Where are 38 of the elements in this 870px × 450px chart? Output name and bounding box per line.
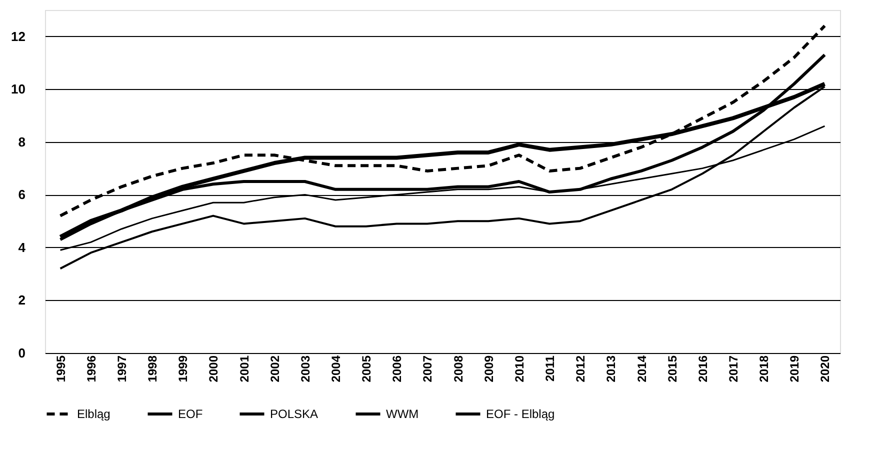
legend-label: WWM bbox=[386, 407, 419, 421]
x-tick-label: 2002 bbox=[268, 355, 282, 382]
x-tick-label: 2006 bbox=[390, 355, 404, 382]
x-tick-label: 2009 bbox=[482, 355, 496, 382]
x-tick-label: 2016 bbox=[696, 355, 710, 382]
x-tick-label: 2020 bbox=[818, 355, 832, 382]
x-tick-label: 2003 bbox=[298, 355, 312, 382]
y-tick-label: 0 bbox=[18, 346, 26, 360]
x-tick-label: 1995 bbox=[54, 355, 68, 382]
legend-label: EOF bbox=[178, 407, 203, 421]
y-tick-label: 12 bbox=[11, 28, 26, 44]
x-tick-label: 2014 bbox=[634, 355, 649, 382]
x-tick-label: 2010 bbox=[512, 355, 526, 382]
x-tick-label: 2018 bbox=[757, 355, 772, 382]
x-tick-label: 2019 bbox=[788, 355, 802, 382]
legend-label: EOF - Elbląg bbox=[486, 407, 555, 421]
x-tick-label: 1997 bbox=[114, 355, 129, 382]
x-tick-label: 2011 bbox=[543, 355, 558, 382]
y-tick-label: 2 bbox=[18, 292, 26, 308]
x-tick-label: 2000 bbox=[206, 355, 221, 382]
legend-label: Elbląg bbox=[77, 407, 110, 421]
y-tick-label: 4 bbox=[18, 240, 26, 255]
x-tick-label: 2005 bbox=[360, 355, 374, 382]
x-tick-label: 1999 bbox=[176, 355, 190, 382]
x-tick-label: 2001 bbox=[237, 355, 252, 382]
x-tick-label: 2013 bbox=[604, 355, 618, 382]
x-tick-label: 2012 bbox=[574, 355, 588, 382]
x-tick-label: 1998 bbox=[146, 355, 160, 382]
x-tick-label: 2008 bbox=[451, 355, 466, 382]
x-tick-label: 2017 bbox=[726, 355, 740, 382]
y-tick-label: 6 bbox=[18, 187, 26, 202]
x-tick-label: 2015 bbox=[665, 355, 680, 382]
y-tick-label: 8 bbox=[18, 134, 26, 150]
x-tick-label: 2007 bbox=[420, 355, 435, 382]
legend-label: POLSKA bbox=[270, 407, 318, 421]
y-tick-label: 10 bbox=[11, 82, 26, 97]
x-tick-label: 1996 bbox=[84, 355, 98, 382]
x-tick-label: 2004 bbox=[328, 355, 343, 382]
